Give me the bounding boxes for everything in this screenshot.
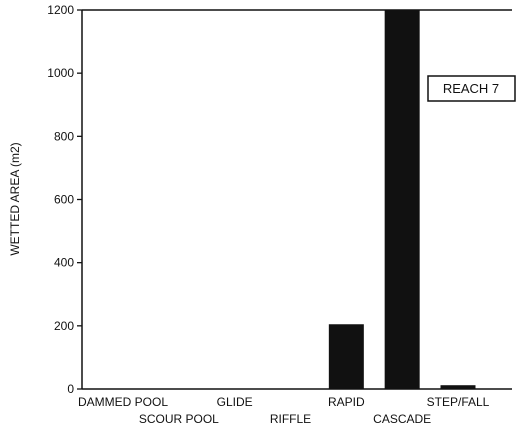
y-tick-label: 1200 xyxy=(47,3,74,17)
y-axis-title: WETTED AREA (m2) xyxy=(8,142,22,255)
bar-rapid xyxy=(328,324,364,389)
annotation-label: REACH 7 xyxy=(443,81,499,96)
bar-step-fall xyxy=(440,385,476,389)
y-tick-label: 600 xyxy=(54,193,74,207)
bar-cascade xyxy=(384,10,420,389)
x-category-label: DAMMED POOL xyxy=(78,395,168,409)
x-category-label: RAPID xyxy=(328,395,365,409)
x-category-label: CASCADE xyxy=(373,412,431,426)
y-tick-label: 0 xyxy=(67,382,74,396)
annotation-frame xyxy=(427,75,516,102)
x-category-label: RIFFLE xyxy=(270,412,311,426)
category-labels: DAMMED POOL SCOUR POOL GLIDE RIFFLE RAPID CAS… xyxy=(78,395,490,426)
x-category-label: GLIDE xyxy=(217,395,253,409)
y-ticks: 0 200 400 600 800 1000 1200 xyxy=(47,3,82,396)
y-tick-label: 400 xyxy=(54,256,74,270)
y-tick-label: 800 xyxy=(54,129,74,143)
y-tick-label: 200 xyxy=(54,319,74,333)
bars xyxy=(328,10,476,389)
x-category-label: STEP/FALL xyxy=(427,395,490,409)
plot-area: 0 200 400 600 800 1000 1200 DAMMED POOL SCOUR P… xyxy=(47,3,512,426)
annotation-box: REACH 7 xyxy=(427,75,516,102)
y-tick-label: 1000 xyxy=(47,66,74,80)
x-category-label: SCOUR POOL xyxy=(139,412,219,426)
